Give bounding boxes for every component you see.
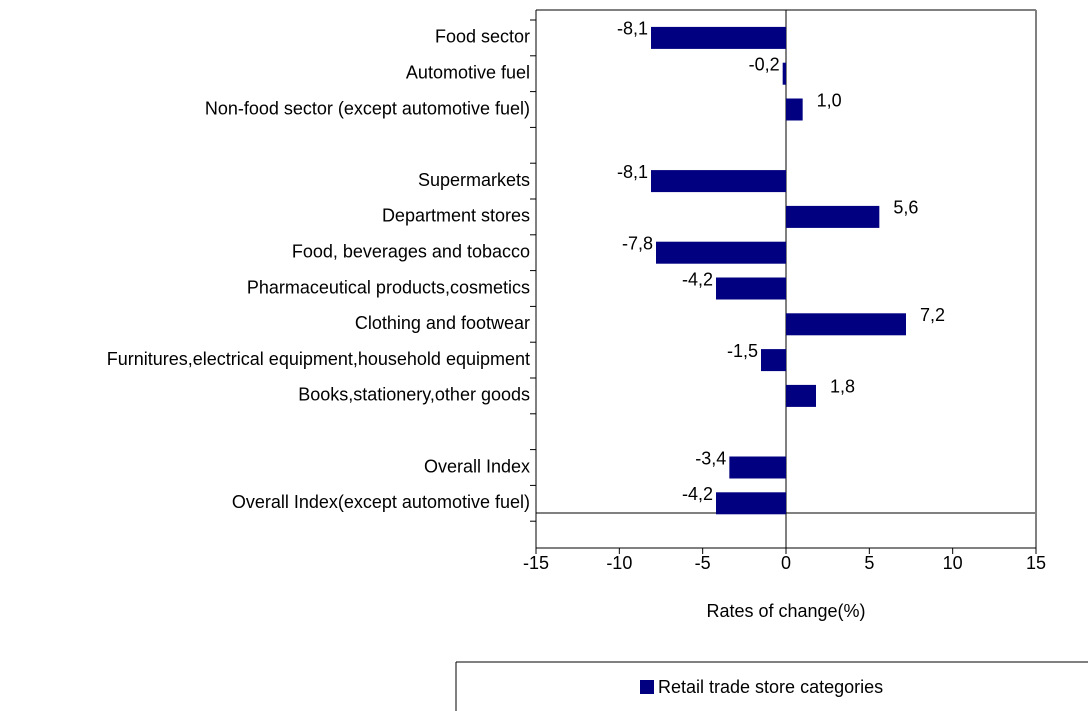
y-tick-label: Overall Index bbox=[424, 456, 530, 476]
x-tick-label: -10 bbox=[606, 553, 632, 573]
bar bbox=[761, 349, 786, 372]
data-label: -7,8 bbox=[622, 233, 653, 253]
bar bbox=[786, 384, 816, 407]
legend-swatch bbox=[640, 680, 654, 694]
data-label: 7,2 bbox=[920, 305, 945, 325]
bar bbox=[651, 170, 786, 193]
x-tick-label: 5 bbox=[864, 553, 874, 573]
data-label: -8,1 bbox=[617, 162, 648, 182]
data-label: -1,5 bbox=[727, 341, 758, 361]
x-tick-label: 0 bbox=[781, 553, 791, 573]
bar bbox=[656, 241, 786, 264]
data-label: -8,1 bbox=[617, 19, 648, 39]
y-tick-label: Clothing and footwear bbox=[355, 313, 530, 333]
x-tick-label: 10 bbox=[943, 553, 963, 573]
y-tick-label: Books,stationery,other goods bbox=[298, 385, 530, 405]
bar bbox=[786, 205, 880, 228]
x-axis-title: Rates of change(%) bbox=[706, 601, 865, 621]
y-tick-label: Furnitures,electrical equipment,househol… bbox=[107, 349, 530, 369]
legend-label: Retail trade store categories bbox=[658, 677, 883, 697]
data-label: 1,0 bbox=[817, 90, 842, 110]
data-label: -0,2 bbox=[749, 54, 780, 74]
bar bbox=[786, 98, 803, 121]
bar bbox=[651, 26, 786, 49]
y-tick-label: Food, beverages and tobacco bbox=[292, 241, 530, 261]
data-label: -4,2 bbox=[682, 269, 713, 289]
x-tick-label: -5 bbox=[695, 553, 711, 573]
y-tick-label: Food sector bbox=[435, 27, 530, 47]
x-tick-label: -15 bbox=[523, 553, 549, 573]
data-label: -4,2 bbox=[682, 484, 713, 504]
y-tick-label: Overall Index(except automotive fuel) bbox=[232, 492, 530, 512]
y-tick-label: Pharmaceutical products,cosmetics bbox=[247, 277, 530, 297]
y-tick-label: Supermarkets bbox=[418, 170, 530, 190]
data-label: -3,4 bbox=[695, 448, 726, 468]
bar bbox=[716, 492, 786, 515]
x-tick-label: 15 bbox=[1026, 553, 1046, 573]
bar bbox=[716, 277, 786, 300]
data-label: 1,8 bbox=[830, 377, 855, 397]
y-tick-label: Non-food sector (except automotive fuel) bbox=[205, 98, 530, 118]
y-tick-label: Automotive fuel bbox=[406, 62, 530, 82]
bar bbox=[729, 456, 786, 479]
bar bbox=[782, 62, 786, 85]
data-label: 5,6 bbox=[893, 198, 918, 218]
y-tick-label: Department stores bbox=[382, 206, 530, 226]
bar bbox=[786, 313, 906, 336]
